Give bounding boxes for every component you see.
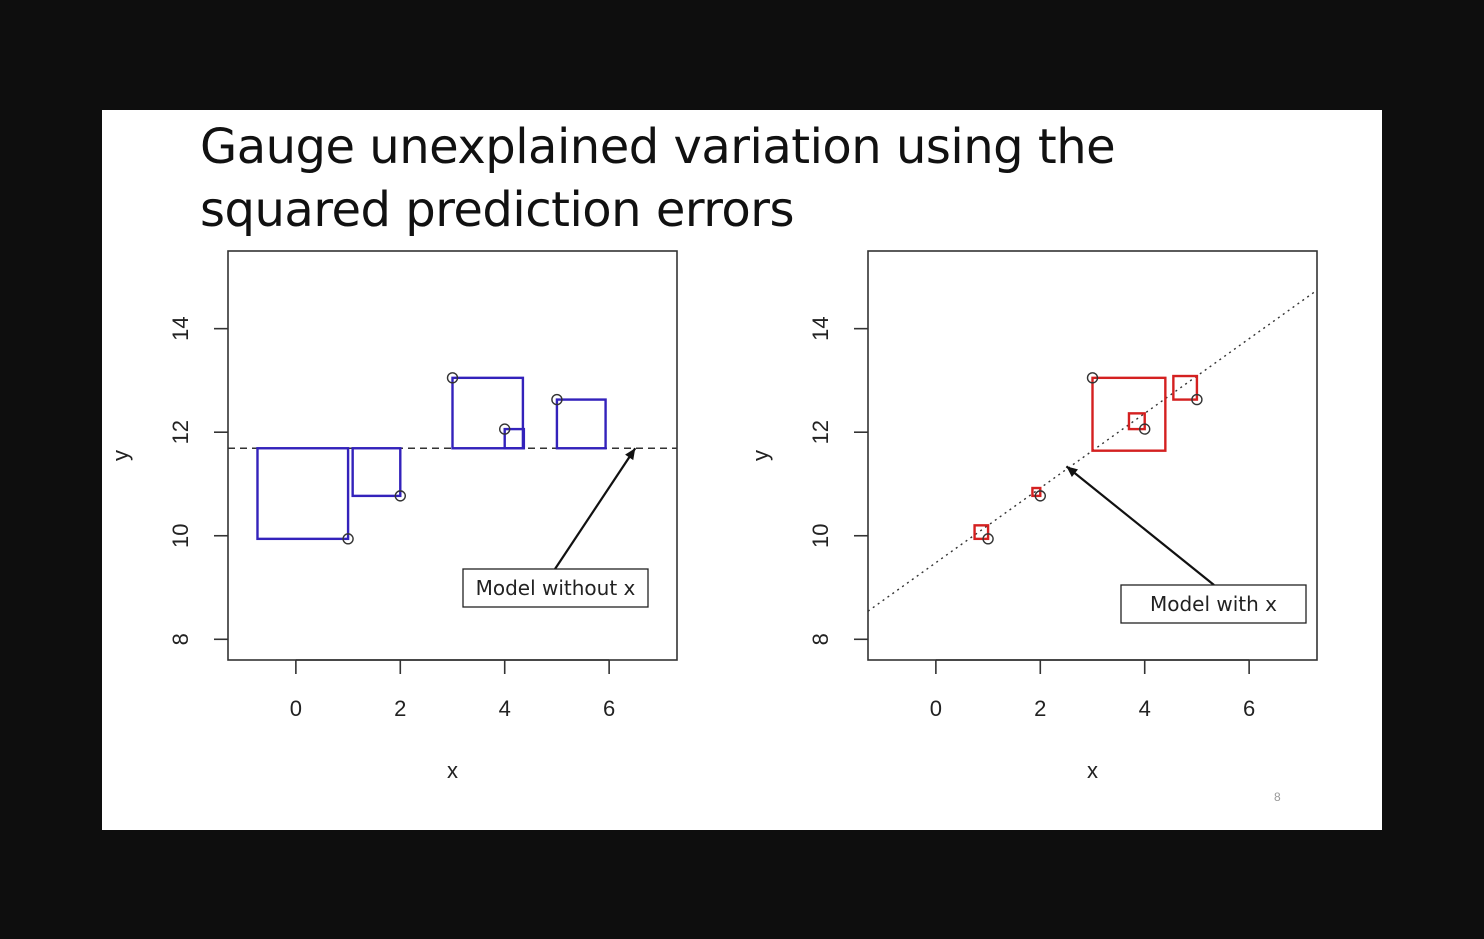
- right-x-tick-label: 6: [1243, 696, 1255, 721]
- right-data-point: [1086, 372, 1099, 384]
- right-residual-square: [1172, 374, 1199, 401]
- right-residual-square: [1127, 412, 1146, 431]
- right-y-axis-title: y: [748, 450, 773, 461]
- right-arrow-head: [1066, 466, 1079, 478]
- right-y-tick-label: 14: [808, 316, 833, 340]
- left-residual-square: [256, 447, 350, 541]
- left-x-axis-title: x: [447, 758, 458, 783]
- left-annotation-arrow: [554, 447, 637, 570]
- left-residual-square: [503, 427, 526, 450]
- right-x-tick-label: 0: [930, 696, 942, 721]
- right-plot-area: [868, 289, 1317, 612]
- left-data-point: [342, 533, 354, 545]
- left-y-tick-label: 12: [168, 420, 193, 444]
- left-y-tick-label: 10: [168, 524, 193, 548]
- slide-title-line-1: Gauge unexplained variation using the: [200, 119, 1116, 175]
- left-residual-square: [351, 447, 402, 498]
- right-x-tick-label: 4: [1139, 696, 1151, 721]
- left-x-tick-label: 2: [394, 696, 406, 721]
- left-x-tick-label: 4: [499, 696, 511, 721]
- right-data-point: [1034, 490, 1046, 502]
- left-data-point: [499, 423, 511, 435]
- right-y-tick-label: 8: [808, 633, 833, 645]
- slide-title-line-2: squared prediction errors: [200, 182, 795, 238]
- right-y-tick-label: 10: [808, 524, 833, 548]
- chart-model-with-x: 0 2 4 6 8 10 12 14 x y Model with x: [748, 250, 1318, 783]
- right-data-point: [1139, 423, 1151, 435]
- right-residual-square: [1091, 376, 1167, 452]
- right-data-point: [1191, 393, 1203, 406]
- left-y-tick-label: 8: [168, 633, 193, 645]
- left-data-point: [394, 490, 406, 502]
- left-y-tick-label: 14: [168, 316, 193, 340]
- left-annotation-label: Model without x: [476, 576, 636, 600]
- slide-number: 8: [1274, 790, 1281, 804]
- left-plot-area: [228, 376, 677, 541]
- left-x-tick-label: 6: [603, 696, 615, 721]
- left-y-axis-title: y: [108, 450, 133, 461]
- left-annotation-box: [462, 568, 649, 608]
- right-data-point: [982, 533, 994, 545]
- left-arrow-head: [625, 448, 636, 461]
- right-annotation-box: [1120, 584, 1307, 624]
- right-x-tick-label: 2: [1034, 696, 1046, 721]
- left-x-tick-label: 0: [290, 696, 302, 721]
- right-residual-square: [973, 524, 990, 541]
- chart-model-without-x: 0 2 4 6 8 10 12 14 x y Model without x: [108, 250, 678, 783]
- right-residual-square: [1031, 486, 1042, 498]
- right-fit-line: [868, 289, 1317, 612]
- right-annotation-label: Model with x: [1150, 592, 1277, 616]
- right-y-tick-label: 12: [808, 420, 833, 444]
- right-annotation-arrow: [1065, 465, 1215, 586]
- left-residual-square: [451, 376, 525, 450]
- left-residual-square: [555, 398, 607, 450]
- left-data-point: [551, 393, 563, 406]
- left-data-point: [446, 372, 459, 384]
- slide-title: Gauge unexplained variation using the sq…: [200, 116, 1200, 242]
- slide: Gauge unexplained variation using the sq…: [102, 110, 1382, 830]
- right-x-axis-title: x: [1087, 758, 1098, 783]
